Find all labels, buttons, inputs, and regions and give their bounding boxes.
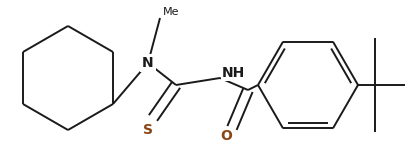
Text: O: O: [220, 129, 231, 143]
Text: N: N: [142, 56, 153, 70]
Text: S: S: [143, 123, 153, 137]
Text: NH: NH: [222, 66, 245, 80]
Text: Me: Me: [162, 7, 179, 17]
